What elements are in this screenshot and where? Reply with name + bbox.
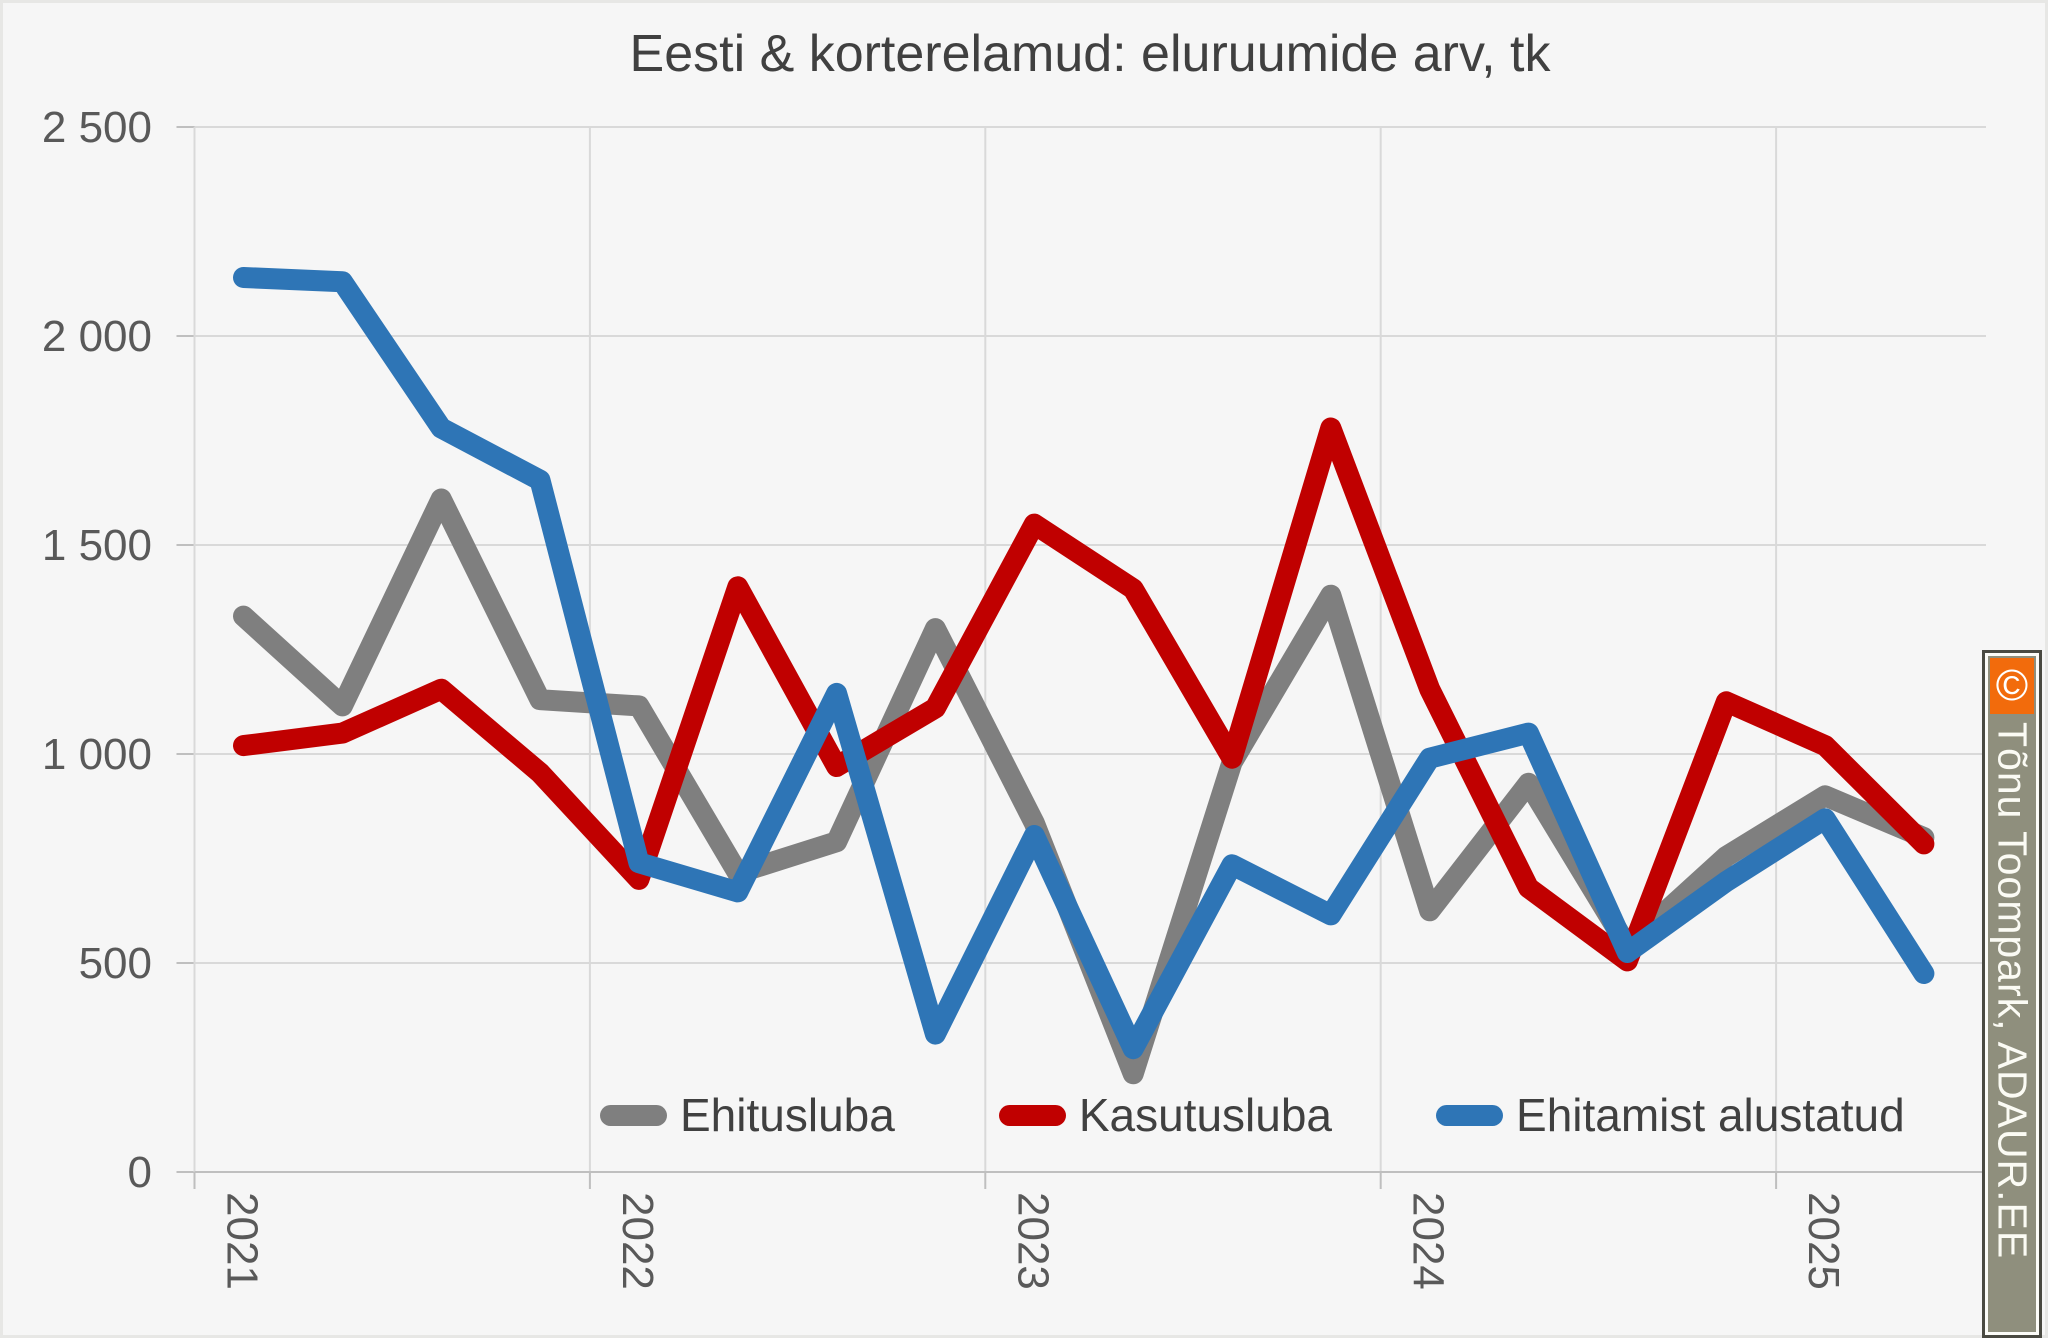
- legend-item-ehitamist-alustatud: Ehitamist alustatud: [1436, 1088, 1905, 1142]
- legend-label: Ehitusluba: [680, 1089, 895, 1141]
- legend-item-ehitusluba: Ehitusluba: [600, 1088, 895, 1142]
- chart-title: Eesti & korterelamud: eluruumide arv, tk: [629, 25, 1551, 83]
- x-tick-label: 2025: [1799, 1192, 1848, 1290]
- series-line-ehitusluba: [233, 488, 1935, 1085]
- y-tick-label: 1 000: [42, 730, 152, 779]
- x-tick-label: 2021: [218, 1192, 267, 1290]
- x-tick-label: 2022: [613, 1192, 662, 1290]
- legend-label: Ehitamist alustatud: [1516, 1089, 1905, 1141]
- legend-item-kasutusluba: Kasutusluba: [998, 1088, 1333, 1142]
- y-tick-label: 0: [128, 1148, 152, 1197]
- watermark-text: Tõnu Toompark, ADAUR.EE: [1989, 722, 2036, 1260]
- legend-marker: [600, 1104, 667, 1126]
- series-line-kasutusluba: [233, 417, 1935, 972]
- chart-legend: Ehitusluba Kasutusluba Ehitamist alustatud: [600, 1088, 1905, 1142]
- legend-label: Kasutusluba: [1078, 1089, 1333, 1141]
- y-tick-label: 500: [79, 939, 152, 988]
- copyright-icon: ©: [1990, 658, 2034, 714]
- legend-marker: [998, 1104, 1066, 1126]
- x-tick-label: 2024: [1404, 1192, 1453, 1290]
- watermark-strip: © Tõnu Toompark, ADAUR.EE: [1982, 650, 2042, 1338]
- y-tick-label: 2 500: [42, 103, 152, 152]
- y-tick-label: 1 500: [42, 521, 152, 570]
- y-tick-label: 2 000: [42, 312, 152, 361]
- series-line-ehitamist-alustatud: [233, 267, 1935, 1060]
- legend-marker: [1436, 1104, 1504, 1126]
- x-tick-label: 2023: [1008, 1192, 1057, 1290]
